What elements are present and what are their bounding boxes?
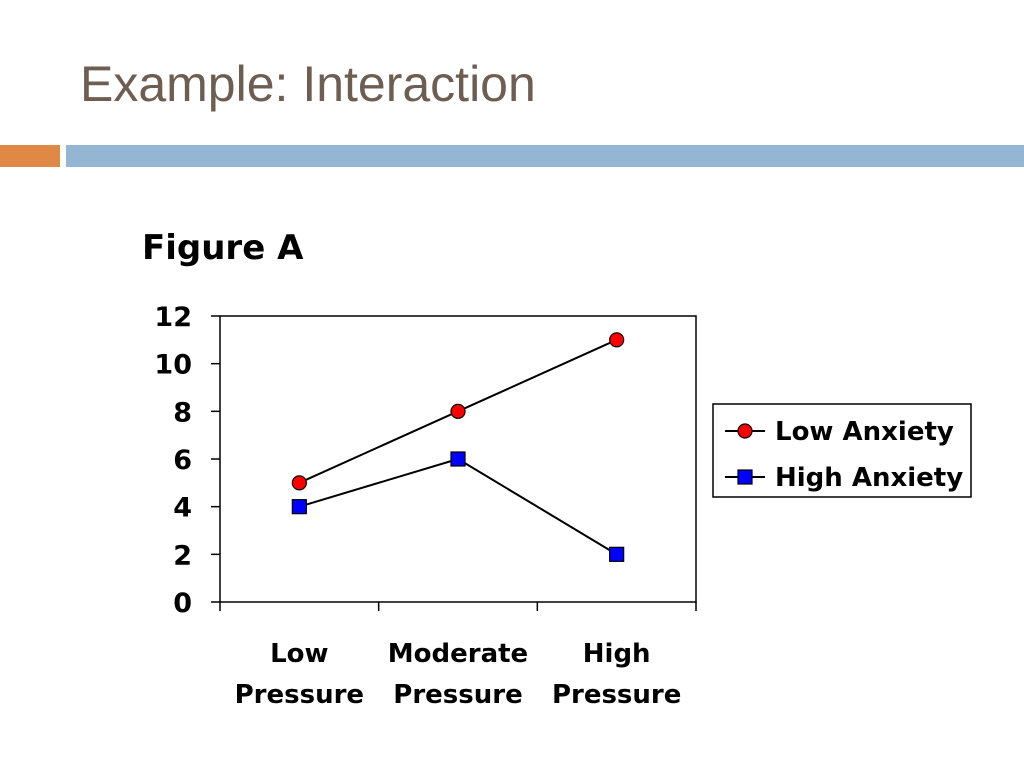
x-category-label: Moderate <box>388 639 528 669</box>
data-point <box>450 403 466 419</box>
slide-title: Example: Interaction <box>80 56 536 112</box>
y-tick-label: 12 <box>154 302 192 333</box>
data-point <box>609 332 625 348</box>
legend-label: High Anxiety <box>775 463 963 493</box>
x-category-label: Pressure <box>393 680 522 710</box>
series-line-2 <box>299 457 618 556</box>
y-tick-label: 2 <box>173 540 192 571</box>
legend-marker <box>737 469 753 485</box>
legend-label: Low Anxiety <box>775 417 954 447</box>
legend-box <box>712 403 972 498</box>
data-point <box>609 546 625 562</box>
x-category-label: Pressure <box>552 680 681 710</box>
accent-bar-blue <box>66 145 1024 167</box>
x-category-label: Pressure <box>235 680 364 710</box>
legend-marker <box>737 423 753 439</box>
x-category-label: High <box>583 639 651 669</box>
data-point <box>450 451 466 467</box>
y-tick-label: 4 <box>173 493 192 524</box>
figure-label: Figure A <box>142 228 304 268</box>
y-tick-label: 10 <box>154 350 192 381</box>
y-tick-label: 6 <box>173 445 192 476</box>
x-category-label: Low <box>270 639 328 669</box>
data-point <box>291 475 307 491</box>
y-tick-label: 0 <box>173 588 192 619</box>
y-tick-label: 8 <box>173 397 192 428</box>
data-point <box>291 499 307 515</box>
accent-bar-orange <box>0 145 60 167</box>
